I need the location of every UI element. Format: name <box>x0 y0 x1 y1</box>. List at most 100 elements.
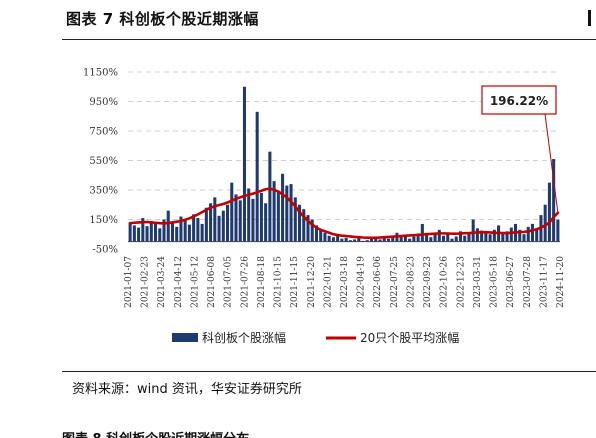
bar <box>145 226 149 242</box>
legend-bar-label: 科创板个股涨幅 <box>202 330 286 345</box>
bar <box>154 223 158 242</box>
bar <box>276 191 280 242</box>
x-tick-label: 2021-11-15 <box>290 256 300 308</box>
bottom-rule <box>62 371 596 372</box>
bar <box>319 229 323 242</box>
callout-leader-line <box>544 113 559 213</box>
bar <box>137 227 141 242</box>
bar <box>408 238 412 242</box>
bar <box>552 159 556 242</box>
x-tick-label: 2021-08-18 <box>257 256 267 308</box>
y-tick-label: 550% <box>89 156 118 167</box>
bar <box>170 223 174 242</box>
bar <box>255 111 259 242</box>
bar <box>348 240 352 242</box>
x-tick-label: 2021-05-12 <box>190 256 200 308</box>
bar <box>272 181 276 242</box>
source-note: 资料来源：wind 资讯，华安证券研究所 <box>72 382 302 397</box>
x-tick-label: 2023-03-31 <box>473 256 483 308</box>
bar <box>522 234 526 242</box>
bar <box>166 210 170 242</box>
y-tick-label: 350% <box>89 186 118 197</box>
bar <box>492 229 496 242</box>
x-tick-label: 2023-07-28 <box>523 256 533 308</box>
bar <box>179 216 183 242</box>
bar <box>289 184 293 242</box>
bar <box>433 234 437 242</box>
bar <box>314 225 318 242</box>
bar <box>442 235 446 242</box>
bar <box>454 236 458 242</box>
bar <box>192 214 196 242</box>
bar <box>268 151 272 242</box>
bar <box>298 204 302 242</box>
x-tick-label: 2021-10-15 <box>274 256 284 308</box>
legend-bar-swatch <box>172 333 198 342</box>
x-tick-label: 2022-08-23 <box>406 256 416 308</box>
bar <box>501 232 505 242</box>
x-tick-label: 2022-04-19 <box>357 256 367 308</box>
bar <box>526 226 530 242</box>
x-tick-label: 2022-03-18 <box>340 256 350 308</box>
bar <box>293 197 297 242</box>
bar <box>475 228 479 242</box>
y-tick-label: -50% <box>92 245 118 256</box>
bar <box>370 238 374 242</box>
bar <box>196 218 200 242</box>
value-callout: 196.22% <box>481 85 559 213</box>
x-tick-label: 2021-02-23 <box>141 256 151 308</box>
legend-line-label: 20只个股平均涨幅 <box>360 330 459 345</box>
bar <box>471 219 475 242</box>
x-tick-label: 2022-12-23 <box>456 256 466 308</box>
bar <box>230 182 234 242</box>
bar <box>213 197 217 242</box>
bar <box>217 215 221 242</box>
bar <box>505 231 509 242</box>
x-tick-label: 2021-12-20 <box>307 256 317 308</box>
x-tick-label: 2021-04-12 <box>174 256 184 308</box>
bar <box>382 237 386 242</box>
y-tick-label: 150% <box>89 215 118 226</box>
bar <box>344 237 348 242</box>
x-tick-label: 2021-07-05 <box>224 256 234 308</box>
bar <box>509 227 513 242</box>
x-tick-label: 2022-06-06 <box>373 256 383 308</box>
bar <box>221 210 225 242</box>
x-tick-label: 2023-06-27 <box>506 256 516 308</box>
bar <box>416 234 420 242</box>
bar <box>535 228 539 242</box>
bar <box>132 225 136 242</box>
bar <box>386 238 390 242</box>
bar <box>450 238 454 242</box>
line-series <box>128 187 560 240</box>
bar <box>327 235 331 242</box>
bar <box>365 240 369 242</box>
bar <box>200 223 204 242</box>
x-tick-label: 2023-05-18 <box>490 256 500 308</box>
x-tick-label: 2022-10-26 <box>440 256 450 308</box>
bar <box>488 234 492 242</box>
bar <box>437 229 441 242</box>
bar <box>480 230 484 242</box>
bar <box>128 222 132 242</box>
callout-box <box>481 85 557 115</box>
bar <box>331 237 335 242</box>
x-tick-label: 2021-06-08 <box>207 256 217 308</box>
bar <box>467 232 471 242</box>
bar <box>158 228 162 242</box>
x-tick-label: 2022-07-25 <box>390 256 400 308</box>
bar <box>162 219 166 242</box>
bar <box>141 218 145 242</box>
x-tick-label: 2024-11-20 <box>556 256 566 308</box>
bar <box>336 234 340 242</box>
bar <box>183 220 187 242</box>
bar <box>259 192 263 242</box>
next-figure-title: 图表 8 科创板个股近期涨幅分布 <box>62 428 249 438</box>
bar <box>285 185 289 242</box>
bar <box>378 239 382 242</box>
edge-mark <box>588 10 591 26</box>
bar <box>547 182 551 242</box>
bar <box>429 237 433 242</box>
bar <box>425 232 429 242</box>
bar <box>420 223 424 242</box>
